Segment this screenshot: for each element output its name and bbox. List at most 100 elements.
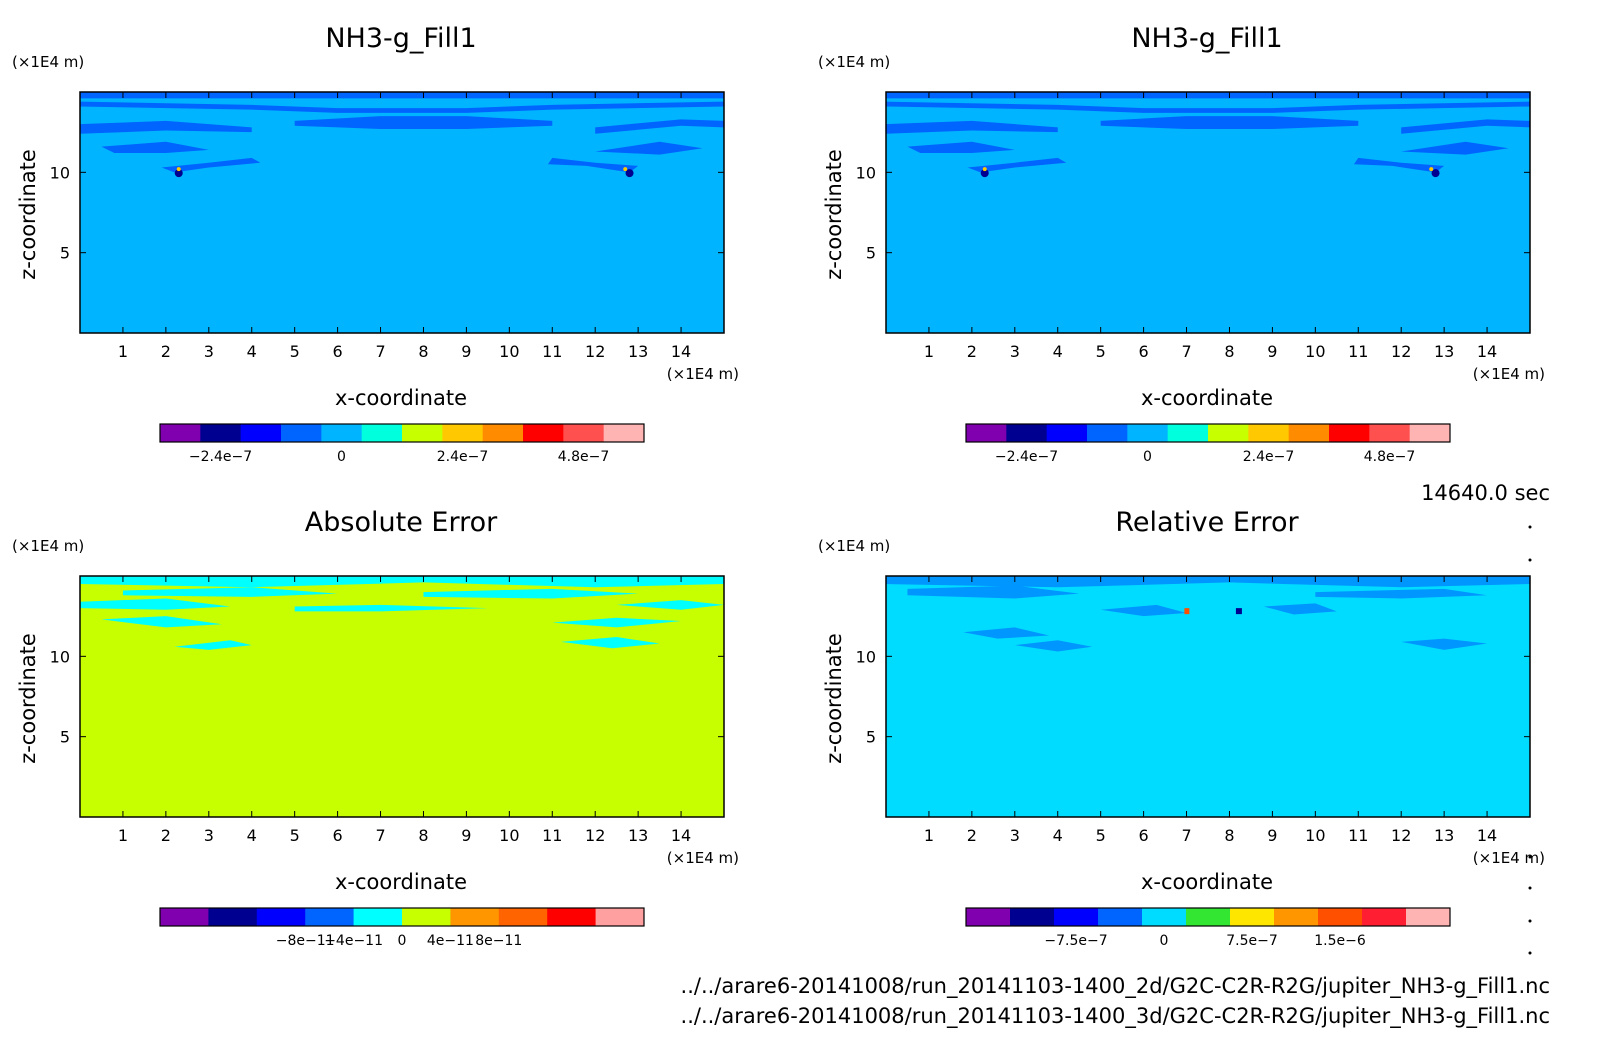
colorbar-swatch <box>208 908 258 926</box>
x-tick-label: 6 <box>1139 342 1149 361</box>
time-label: 14640.0 sec <box>1421 481 1550 505</box>
x-tick-label: 7 <box>1181 826 1191 845</box>
field-maximum-right <box>623 167 628 172</box>
x-axis-label: x-coordinate <box>335 870 467 894</box>
field-patch-a <box>907 585 1080 599</box>
colorbar-swatch <box>547 908 597 926</box>
x-axis-label: x-coordinate <box>1141 386 1273 410</box>
x-tick-label: 13 <box>1434 342 1454 361</box>
z-tick-label: 10 <box>50 163 70 182</box>
x-tick-label: 5 <box>290 342 300 361</box>
x-tick-label: 3 <box>1010 826 1020 845</box>
colorbar-swatch <box>200 424 242 442</box>
colorbar-swatch <box>1142 908 1187 926</box>
panel-title: NH3-g_Fill1 <box>325 23 476 54</box>
colorbar-swatch <box>563 424 605 442</box>
x-unit-label: (×1E4 m) <box>1473 365 1545 383</box>
field-patch-e <box>616 600 724 610</box>
field-patch-h <box>174 640 252 650</box>
x-tick-label: 3 <box>204 826 214 845</box>
x-tick-label: 10 <box>1305 826 1325 845</box>
margin-dot <box>1528 525 1532 529</box>
colorbar-swatch <box>256 908 306 926</box>
field-structures <box>886 92 1530 178</box>
x-tick-label: 8 <box>418 826 428 845</box>
colorbar-swatch <box>442 424 484 442</box>
margin-dot <box>1528 886 1532 890</box>
field-patch-e <box>963 627 1050 639</box>
field-maximum-right <box>1429 167 1434 172</box>
x-tick-label: 9 <box>461 826 471 845</box>
colorbar-swatch <box>160 424 201 442</box>
z-tick-label: 5 <box>60 728 70 747</box>
x-tick-label: 14 <box>671 826 691 845</box>
colorbar-swatch <box>1369 424 1411 442</box>
x-tick-label: 5 <box>1096 826 1106 845</box>
field-background <box>886 92 1530 333</box>
x-tick-label: 2 <box>161 342 171 361</box>
panel-4: Relative Error(×1E4 m)1 2 3 4 5 6 7 8 9 10 11 12 13 1… <box>818 507 1545 949</box>
x-unit-label: (×1E4 m) <box>667 365 739 383</box>
colorbar-tick-label: 0 <box>1160 933 1169 949</box>
x-tick-label: 5 <box>290 826 300 845</box>
z-unit-label: (×1E4 m) <box>12 537 84 555</box>
colorbar-swatch <box>523 424 564 442</box>
field-minimum <box>1235 608 1242 615</box>
plot-frame <box>885 91 1531 334</box>
colorbar-tick-label: 4e−11 <box>427 933 474 949</box>
colorbar-tick-label: −7.5e−7 <box>1044 933 1107 949</box>
x-tick-label: 11 <box>542 826 562 845</box>
x-tick-label: 12 <box>585 342 605 361</box>
colorbar-tick-label: 2.4e−7 <box>437 449 489 465</box>
colorbar-swatch <box>160 908 209 926</box>
colorbar-swatch <box>402 908 451 926</box>
panel-title: Absolute Error <box>305 507 498 538</box>
field-maximum-left <box>982 167 987 172</box>
colorbar-swatch <box>1186 908 1231 926</box>
x-tick-label: 8 <box>1224 342 1234 361</box>
colorbar-swatch <box>450 908 500 926</box>
field-patch-c <box>80 598 231 610</box>
field-band-a <box>886 101 1530 113</box>
z-tick-label: 5 <box>60 244 70 263</box>
colorbar-swatch <box>1010 908 1055 926</box>
colorbar-swatch <box>498 908 548 926</box>
colorbar-swatch <box>353 908 403 926</box>
colorbar-swatch <box>482 424 524 442</box>
colorbar-swatch <box>1054 908 1099 926</box>
field-band-e <box>907 141 1015 154</box>
x-tick-label: 13 <box>1434 826 1454 845</box>
colorbar-swatch <box>595 908 645 926</box>
x-tick-label: 10 <box>1305 342 1325 361</box>
field-patch-g <box>552 617 682 628</box>
x-tick-label: 10 <box>499 826 519 845</box>
margin-dot <box>1528 919 1532 923</box>
field-band-b <box>294 116 553 129</box>
colorbar-frame <box>965 423 1451 443</box>
colorbar-tick-label: 4.8e−7 <box>558 449 610 465</box>
z-unit-label: (×1E4 m) <box>12 53 84 71</box>
field-background <box>886 576 1530 817</box>
field-band-h <box>547 157 639 173</box>
x-tick-label: 4 <box>1053 826 1063 845</box>
x-tick-label: 2 <box>967 342 977 361</box>
x-tick-label: 3 <box>204 342 214 361</box>
field-top-band <box>80 92 724 99</box>
colorbar-swatch <box>321 424 363 442</box>
x-tick-label: 6 <box>333 826 343 845</box>
colorbar-swatch <box>1230 908 1275 926</box>
margin-dot <box>1528 855 1532 859</box>
x-tick-label: 12 <box>585 826 605 845</box>
field-patch-i <box>560 637 660 649</box>
field-top-band <box>886 92 1530 99</box>
colorbar-swatch <box>240 424 282 442</box>
field-band-f <box>1401 141 1509 155</box>
field-background <box>80 576 724 817</box>
field-band-c <box>886 120 1058 134</box>
colorbar-tick-label: 0 <box>337 449 346 465</box>
x-tick-label: 14 <box>1477 826 1497 845</box>
field-band-g <box>967 157 1067 173</box>
panel-2: NH3-g_Fill1(×1E4 m)1 2 3 4 5 6 7 8 9 10 11 12 13 1451… <box>818 23 1545 465</box>
x-tick-label: 3 <box>1010 342 1020 361</box>
colorbar-swatch <box>1208 424 1249 442</box>
